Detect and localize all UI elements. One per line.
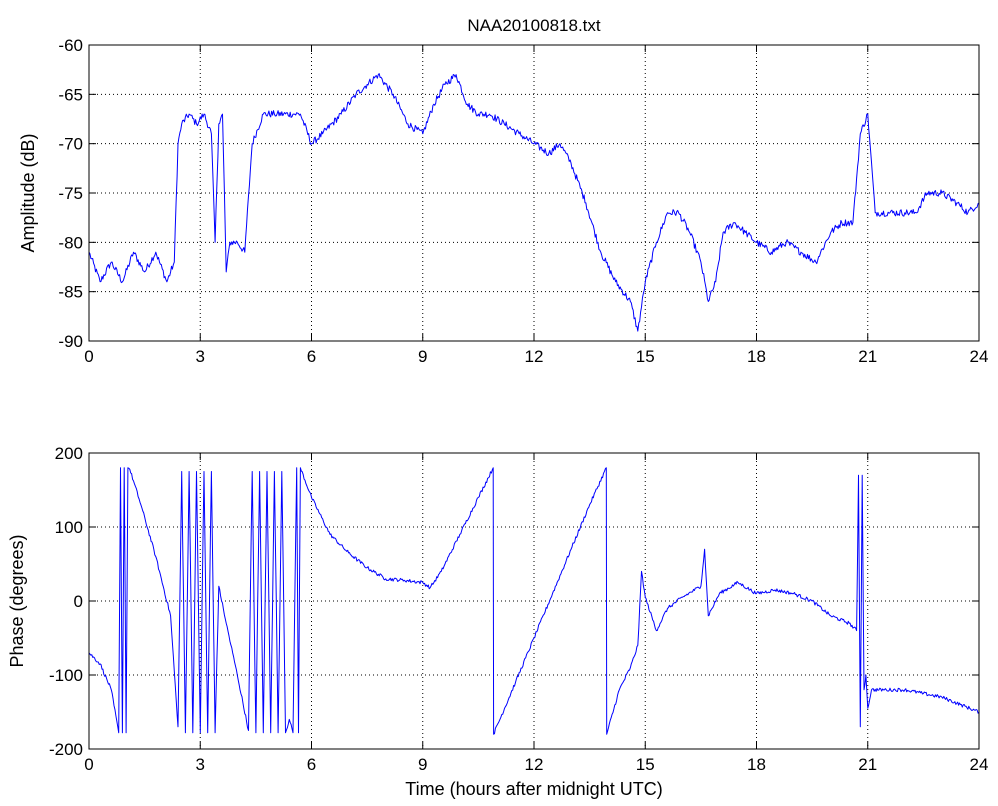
amplitude-y-axis-label: Amplitude (dB) xyxy=(18,133,38,252)
phase-ytick-label: -200 xyxy=(49,740,83,759)
phase-x-axis-label: Time (hours after midnight UTC) xyxy=(405,779,662,799)
phase-xtick-label: 24 xyxy=(970,755,989,774)
phase-y-axis-label: Phase (degrees) xyxy=(7,534,27,667)
phase-xtick-label: 15 xyxy=(636,755,655,774)
amplitude-xtick-label: 12 xyxy=(525,347,544,366)
amplitude-ytick-label: -90 xyxy=(58,332,83,351)
phase-xtick-label: 3 xyxy=(196,755,205,774)
phase-xtick-label: 18 xyxy=(747,755,766,774)
phase-xtick-label: 0 xyxy=(84,755,93,774)
amplitude-xtick-label: 15 xyxy=(636,347,655,366)
phase-series-line xyxy=(88,467,980,735)
amplitude-panel: 0 3 6 9 12 15 18 21 24 -90 -85 -80 -75 -70 -65 -60 NAA20… xyxy=(18,16,988,366)
amplitude-ytick-label: -80 xyxy=(58,233,83,252)
amplitude-ytick-label: -65 xyxy=(58,85,83,104)
amplitude-xtick-label: 3 xyxy=(196,347,205,366)
phase-xtick-label: 6 xyxy=(307,755,316,774)
amplitude-xtick-label: 21 xyxy=(858,347,877,366)
amplitude-ytick-label: -60 xyxy=(58,36,83,55)
amplitude-xtick-label: 18 xyxy=(747,347,766,366)
amplitude-xtick-label: 6 xyxy=(307,347,316,366)
phase-xtick-label: 12 xyxy=(525,755,544,774)
phase-ytick-label: -100 xyxy=(49,666,83,685)
phase-panel: 0 3 6 9 12 15 18 21 24 -200 -100 0 100 200 Time (hours… xyxy=(7,444,988,799)
amplitude-xtick-label: 0 xyxy=(84,347,93,366)
phase-ytick-label: 0 xyxy=(74,592,83,611)
amplitude-xtick-label: 24 xyxy=(970,347,989,366)
amplitude-chart-title: NAA20100818.txt xyxy=(467,16,601,35)
phase-ytick-label: 100 xyxy=(55,518,83,537)
phase-xtick-label: 21 xyxy=(858,755,877,774)
phase-ytick-label: 200 xyxy=(55,444,83,463)
amplitude-ytick-label: -85 xyxy=(58,283,83,302)
amplitude-series-line xyxy=(88,73,980,332)
amplitude-ytick-label: -70 xyxy=(58,135,83,154)
phase-xtick-label: 9 xyxy=(418,755,427,774)
amplitude-xtick-label: 9 xyxy=(418,347,427,366)
amplitude-ytick-label: -75 xyxy=(58,184,83,203)
